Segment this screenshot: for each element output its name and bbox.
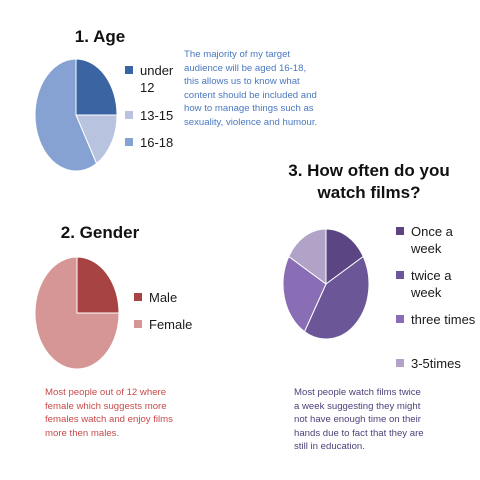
pie-slice-three-times bbox=[282, 255, 327, 333]
legend-label: Male bbox=[149, 290, 178, 305]
films-pie bbox=[282, 228, 370, 340]
legend-swatch bbox=[396, 271, 404, 279]
legend-swatch bbox=[134, 320, 142, 328]
legend-item-male: Male bbox=[134, 289, 177, 306]
legend-item-three-times: three times bbox=[396, 311, 475, 328]
gender-note: Most people out of 12 where female which… bbox=[45, 387, 173, 439]
legend-swatch bbox=[125, 138, 133, 146]
legend-label: Once a week bbox=[411, 224, 453, 256]
legend-item-16-18: 16-18 bbox=[125, 134, 173, 151]
gender-chart-title: 2. Gender bbox=[60, 223, 140, 242]
legend-item-13-15: 13-15 bbox=[125, 107, 173, 124]
legend-swatch bbox=[125, 111, 133, 119]
pie-slice-female bbox=[34, 256, 120, 370]
legend-swatch bbox=[134, 293, 142, 301]
pie-slice-under-12 bbox=[75, 58, 118, 116]
legend-label: 13-15 bbox=[140, 108, 174, 123]
age-note: The majority of my target audience will … bbox=[184, 49, 318, 128]
pie-slice-13-15 bbox=[75, 114, 118, 165]
pie-slice-male bbox=[76, 256, 120, 314]
legend-item-female: Female bbox=[134, 316, 192, 333]
legend-swatch bbox=[396, 315, 404, 323]
legend-swatch bbox=[125, 66, 133, 74]
legend-item-twice-a-week: twice a week bbox=[396, 267, 476, 301]
age-chart-title: 1. Age bbox=[74, 27, 126, 46]
gender-pie bbox=[34, 256, 120, 370]
legend-label: 16-18 bbox=[140, 135, 174, 150]
legend-swatch bbox=[396, 359, 404, 367]
pie-slice-once-a-week bbox=[325, 228, 364, 285]
legend-label: 3-5times bbox=[411, 356, 461, 371]
films-note: Most people watch films twice a week sug… bbox=[294, 387, 424, 453]
pie-slice-16-18 bbox=[34, 58, 98, 172]
legend-swatch bbox=[396, 227, 404, 235]
legend-item-once-a-week: Once a week bbox=[396, 223, 476, 257]
legend-item-under-12: under 12 bbox=[125, 62, 185, 96]
age-pie bbox=[34, 58, 118, 172]
legend-label: twice a week bbox=[411, 268, 452, 300]
legend-label: under 12 bbox=[140, 63, 174, 95]
legend-label: three times bbox=[411, 312, 476, 327]
pie-slice-3-5times bbox=[288, 228, 327, 285]
legend-item-3-5times: 3-5times bbox=[396, 355, 461, 372]
films-chart-title: 3. How often do you watch films? bbox=[288, 161, 450, 202]
legend-label: Female bbox=[149, 317, 193, 332]
pie-slice-twice-a-week bbox=[303, 255, 370, 340]
